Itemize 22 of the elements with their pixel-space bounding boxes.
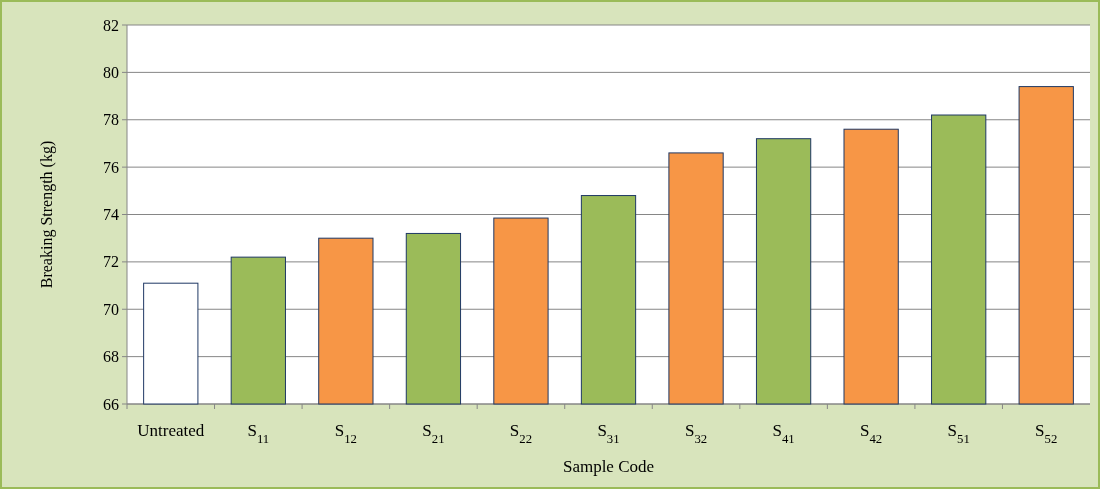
x-tick-label: S$_{12}$ (334, 421, 357, 446)
x-tick-label: S$_{11}$ (247, 421, 270, 446)
y-tick-label: 80 (103, 63, 119, 81)
x-tick-label: S$_{52}$ (1035, 421, 1058, 446)
y-tick-label: 78 (103, 111, 119, 129)
x-tick-label: S$_{41}$ (772, 421, 795, 446)
y-tick-label: 72 (103, 253, 119, 271)
y-tick-label: 82 (103, 16, 119, 34)
x-axis-title: Sample Code (562, 457, 655, 476)
y-tick-label: 70 (103, 300, 119, 318)
x-tick-label: S$_{51}$ (947, 421, 970, 446)
x-tick-label: S$_{22}$ (509, 421, 533, 446)
y-tick-label: 68 (103, 348, 119, 366)
x-tick-label: S$_{42}$ (860, 421, 883, 446)
y-tick-label: 66 (103, 395, 119, 413)
x-tick-label: S$_{31}$ (597, 421, 620, 446)
y-tick-label: 74 (103, 206, 119, 224)
x-tick-label: S$_{32}$ (684, 421, 708, 446)
x-tick-label: S$_{21}$ (422, 421, 445, 446)
x-tick-label: Untreated (137, 421, 205, 440)
y-tick-label: 76 (103, 158, 119, 176)
y-axis-title: Breaking Strength (kg) (38, 140, 56, 289)
